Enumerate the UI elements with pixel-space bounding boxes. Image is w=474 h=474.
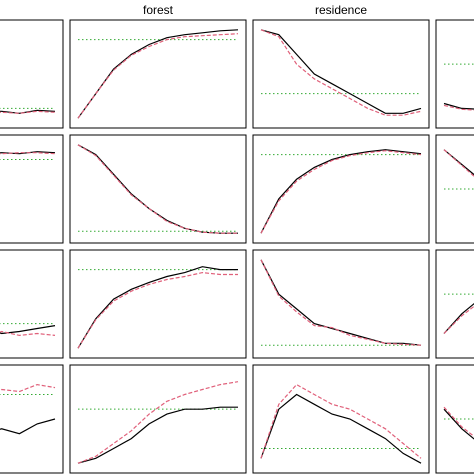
series-line xyxy=(260,149,422,234)
series-line xyxy=(77,381,239,464)
series-line xyxy=(260,393,422,464)
panel-frame xyxy=(0,249,64,359)
series-line xyxy=(77,33,239,119)
series-line xyxy=(260,259,422,346)
panel-frame xyxy=(435,249,474,359)
series-line xyxy=(0,325,56,335)
series-line xyxy=(443,149,474,176)
panel-frame xyxy=(69,134,247,244)
panel-frame xyxy=(252,19,430,129)
panel-frame xyxy=(435,364,474,474)
panel-frame xyxy=(69,19,247,129)
panel-frame xyxy=(0,364,64,474)
series-line xyxy=(0,330,56,337)
series-line xyxy=(77,266,238,349)
series-line xyxy=(443,406,474,438)
panel-title: residence xyxy=(315,3,367,17)
panel-frame xyxy=(252,134,430,244)
panel-frame xyxy=(435,134,474,244)
series-line xyxy=(0,152,56,155)
panel-frame xyxy=(69,364,247,474)
series-line xyxy=(77,406,238,464)
panel-frame xyxy=(69,249,247,359)
series-line xyxy=(260,29,422,116)
panel-frame xyxy=(252,364,430,474)
series-line xyxy=(443,102,474,110)
series-line xyxy=(443,305,474,334)
series-line xyxy=(443,149,474,177)
series-line xyxy=(260,383,422,459)
series-line xyxy=(77,29,239,119)
series-line xyxy=(260,29,422,114)
series-line xyxy=(443,302,474,334)
series-line xyxy=(0,418,56,435)
series-line xyxy=(443,104,474,111)
series-line xyxy=(77,144,238,234)
panel-title: forest xyxy=(143,3,174,17)
series-line xyxy=(77,144,238,234)
series-line xyxy=(0,110,56,114)
series-line xyxy=(260,259,422,346)
series-line xyxy=(77,271,238,349)
series-line xyxy=(0,383,56,393)
series-line xyxy=(260,150,422,234)
series-line xyxy=(443,408,474,440)
panel-frame xyxy=(252,249,430,359)
panel-frame xyxy=(435,19,474,129)
panel-frame xyxy=(0,134,64,244)
panel-frame xyxy=(0,19,64,129)
